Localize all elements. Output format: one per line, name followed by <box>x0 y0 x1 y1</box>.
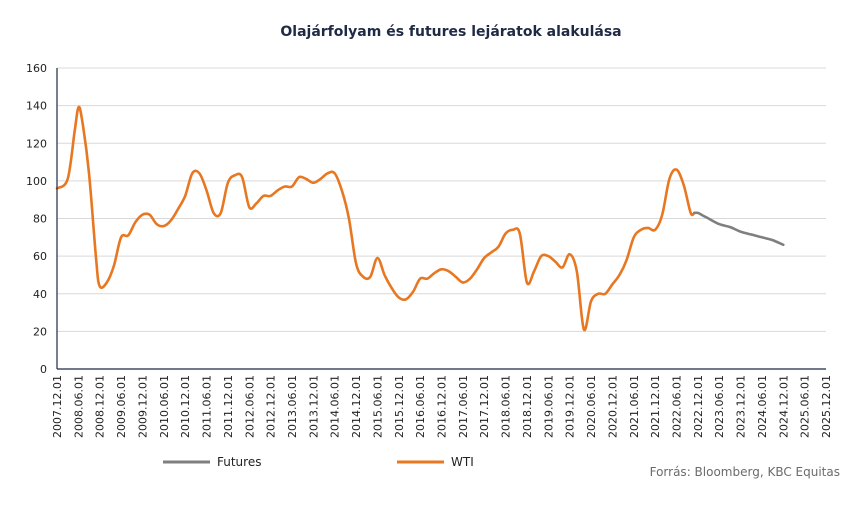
x-tick-label: 2017.12.01 <box>478 375 491 438</box>
legend-label-wti: WTI <box>451 455 474 469</box>
x-tick-label: 2019.06.01 <box>542 375 555 438</box>
x-tick-label: 2021.12.01 <box>649 375 662 438</box>
x-tick-label: 2016.12.01 <box>436 375 449 438</box>
x-tick-label: 2020.06.01 <box>585 375 598 438</box>
grid-lines <box>57 67 826 332</box>
x-tick-label: 2015.06.01 <box>371 375 384 438</box>
x-tick-label: 2018.12.01 <box>521 375 534 438</box>
legend: Futures WTI <box>163 455 474 469</box>
x-tick-label: 2024.06.01 <box>756 375 769 438</box>
series-line-futures <box>693 211 785 247</box>
y-tick-label: 100 <box>26 175 47 188</box>
x-tick-label: 2013.12.01 <box>307 375 320 438</box>
x-tick-label: 2023.06.01 <box>713 375 726 438</box>
series-line-wti <box>55 105 696 332</box>
y-tick-label: 20 <box>33 325 47 338</box>
x-tick-label: 2010.12.01 <box>179 375 192 438</box>
y-tick-label: 60 <box>33 250 47 263</box>
x-tick-label: 2013.06.01 <box>286 375 299 438</box>
x-tick-label: 2012.06.01 <box>243 375 256 438</box>
x-tick-label: 2015.12.01 <box>393 375 406 438</box>
x-tick-label: 2023.12.01 <box>735 375 748 438</box>
x-tick-label: 2014.06.01 <box>329 375 342 438</box>
y-tick-label: 0 <box>40 363 47 376</box>
x-tick-label: 2025.06.01 <box>799 375 812 438</box>
y-axis-ticks: 0 20 40 60 80 100 120 140 160 <box>26 62 47 376</box>
x-tick-label: 2011.06.01 <box>201 375 214 438</box>
legend-label-futures: Futures <box>217 455 261 469</box>
x-tick-label: 2022.06.01 <box>670 375 683 438</box>
x-tick-label: 2024.12.01 <box>777 375 790 438</box>
x-tick-label: 2014.12.01 <box>350 375 363 438</box>
x-tick-label: 2009.12.01 <box>136 375 149 438</box>
x-tick-label: 2009.06.01 <box>115 375 128 438</box>
x-axis-ticks: 2007.12.01 2008.06.01 2008.12.01 2009.06.01… <box>51 375 833 438</box>
x-tick-label: 2010.06.01 <box>158 375 171 438</box>
x-tick-label: 2018.06.01 <box>500 375 513 438</box>
x-tick-label: 2011.12.01 <box>222 375 235 438</box>
x-tick-label: 2022.12.01 <box>692 375 705 438</box>
x-tick-label: 2020.12.01 <box>606 375 619 438</box>
x-tick-label: 2017.06.01 <box>457 375 470 438</box>
x-tick-label: 2012.12.01 <box>265 375 278 438</box>
series-lines <box>55 105 785 332</box>
source-note: Forrás: Bloomberg, KBC Equitas <box>650 465 840 479</box>
x-tick-label: 2021.06.01 <box>628 375 641 438</box>
x-tick-label: 2008.12.01 <box>94 375 107 438</box>
y-tick-label: 140 <box>26 100 47 113</box>
y-tick-label: 120 <box>26 137 47 150</box>
y-tick-label: 80 <box>33 213 47 226</box>
y-tick-label: 40 <box>33 288 47 301</box>
x-tick-label: 2008.06.01 <box>72 375 85 438</box>
chart-title: Olajárfolyam és futures lejáratok alakul… <box>280 24 621 40</box>
y-tick-label: 160 <box>26 62 47 75</box>
x-tick-label: 2019.12.01 <box>564 375 577 438</box>
x-tick-label: 2016.06.01 <box>414 375 427 438</box>
x-tick-label: 2007.12.01 <box>51 375 64 438</box>
x-tick-label: 2025.12.01 <box>820 375 833 438</box>
